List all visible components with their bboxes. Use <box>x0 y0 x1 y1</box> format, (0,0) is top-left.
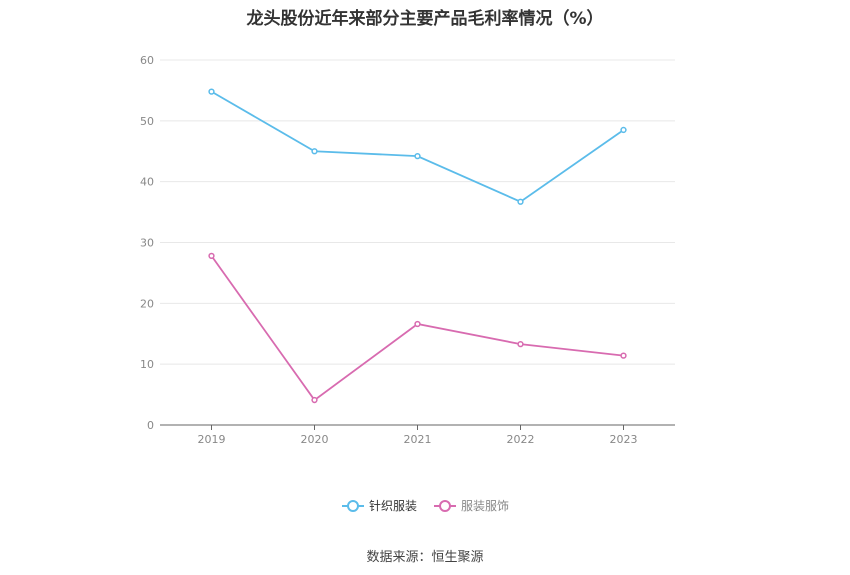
legend-swatch-1 <box>341 499 364 512</box>
y-tick-label-20: 20 <box>140 297 154 310</box>
y-tick-label-0: 0 <box>147 419 154 432</box>
data-point-s1-2019 <box>208 88 215 95</box>
axes: 0 10 20 30 40 50 60 2019 2020 2021 2022 2023 <box>140 54 675 446</box>
legend: 针织服装 服装服饰 <box>0 497 850 514</box>
data-point-s2-2022 <box>517 340 524 348</box>
data-point-s2-2023 <box>620 352 627 359</box>
data-point-s2-2020 <box>311 396 318 404</box>
data-point-s1-2020 <box>311 148 318 155</box>
x-tick-label-2019: 2019 <box>198 433 226 446</box>
x-tick-label-2021: 2021 <box>404 433 432 446</box>
legend-swatch-2 <box>434 499 456 512</box>
legend-swatch-marker <box>439 499 451 512</box>
legend-item-2[interactable]: 服装服饰 <box>433 497 509 514</box>
x-tick-label-2023: 2023 <box>610 433 638 446</box>
series-line-2 <box>210 255 624 402</box>
y-tick-label-50: 50 <box>140 115 154 128</box>
y-tick-label-40: 40 <box>140 176 154 189</box>
data-point-s1-2022 <box>517 198 524 205</box>
data-point-s2-2019 <box>208 252 215 260</box>
series-line-1 <box>211 90 625 203</box>
data-point-s2-2021 <box>414 320 421 328</box>
series-layer <box>208 88 627 404</box>
grid-lines <box>160 59 675 365</box>
data-point-s1-2023 <box>620 126 627 134</box>
y-tick-label-10: 10 <box>140 358 154 371</box>
x-tick-label-2022: 2022 <box>507 433 535 446</box>
y-tick-label-30: 30 <box>140 237 154 250</box>
source-note: 数据来源：恒生聚源 <box>366 550 484 565</box>
legend-item-1[interactable]: 针织服装 <box>341 497 417 514</box>
y-tick-label-60: 60 <box>140 54 154 67</box>
data-point-s1-2021 <box>414 152 421 160</box>
legend-label-1: 针织服装 <box>368 499 417 513</box>
legend-swatch-marker <box>346 499 359 512</box>
legend-label-2: 服装服饰 <box>461 499 510 513</box>
x-tick-label-2020: 2020 <box>301 433 329 446</box>
chart-title: 龙头股份近年来部分主要产品毛利率情况（%） <box>246 9 604 29</box>
